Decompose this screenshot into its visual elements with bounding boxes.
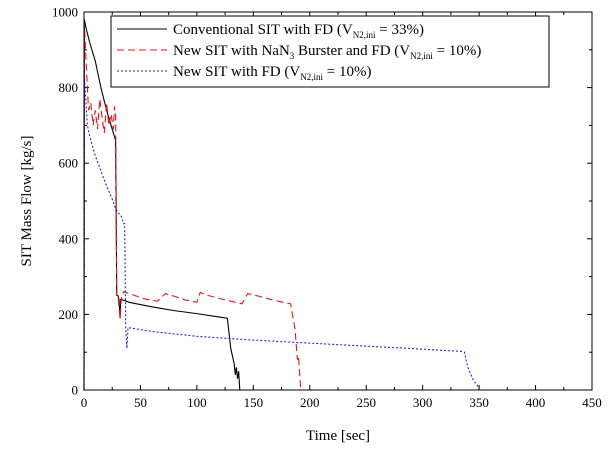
y-tick-label: 0 — [72, 383, 79, 398]
x-tick-label: 450 — [582, 395, 602, 410]
legend-label-1: Conventional SIT with FD (VN2,ini = 33%) — [173, 22, 424, 40]
y-tick-label: 400 — [59, 231, 79, 246]
x-tick-label: 100 — [187, 395, 207, 410]
x-tick-label: 300 — [413, 395, 433, 410]
x-axis-label: Time [sec] — [306, 428, 370, 444]
legend-label-3: New SIT with FD (VN2,ini = 10%) — [173, 64, 371, 82]
legend: Conventional SIT with FD (VN2,ini = 33%)… — [110, 15, 550, 88]
legend-box — [110, 15, 550, 88]
series-layer — [83, 19, 482, 391]
y-tick-label: 1000 — [52, 5, 78, 20]
y-tick-label: 800 — [59, 80, 79, 95]
series-line-3 — [83, 76, 482, 391]
y-tick-label: 200 — [59, 307, 79, 322]
series-line-2 — [83, 23, 305, 391]
x-tick-label: 250 — [356, 395, 376, 410]
x-tick-label: 50 — [134, 395, 147, 410]
x-tick-label: 400 — [526, 395, 546, 410]
x-tick-label: 150 — [244, 395, 264, 410]
tick-labels: 0 50 100 150 200 250 300 350 400 450 0 200 400 600 800… — [52, 5, 602, 411]
x-tick-label: 350 — [469, 395, 489, 410]
legend-label-2: New SIT with NaN3 Burster and FD (VN2,in… — [173, 43, 481, 61]
plot-frame — [83, 11, 593, 391]
y-axis-label: SIT Mass Flow [kg/s] — [19, 136, 35, 267]
x-tick-label: 0 — [81, 395, 88, 410]
x-tick-label: 200 — [300, 395, 320, 410]
series-line-1 — [83, 19, 243, 391]
y-tick-label: 600 — [59, 156, 79, 171]
